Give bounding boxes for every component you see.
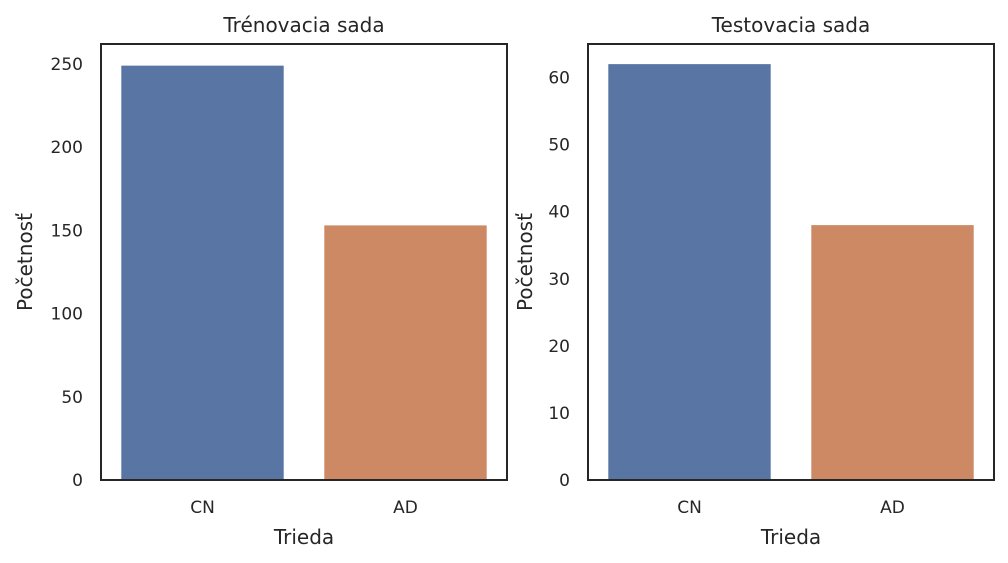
training-set-chart: Trénovacia sada Trieda Početnosť CN AD 0 5… (13, 13, 508, 549)
training-bars (121, 65, 487, 480)
test-bars (608, 64, 974, 480)
test-y-tick-label: 60 (548, 69, 570, 89)
test-x-ticks: CN AD (677, 498, 905, 518)
training-plot-frame (100, 43, 508, 481)
training-y-tick-label: 50 (61, 388, 83, 408)
training-bar-ad (324, 225, 487, 480)
test-bar-cn (608, 64, 771, 480)
training-x-tick-label: CN (190, 498, 215, 518)
training-x-ticks: CN AD (190, 498, 418, 518)
training-y-tick-label: 250 (51, 55, 83, 75)
test-y-tick-label: 50 (548, 136, 570, 156)
test-y-tick-label: 40 (548, 203, 570, 223)
training-y-tick-label: 0 (72, 471, 83, 491)
test-y-tick-label: 0 (559, 471, 570, 491)
test-y-ticks: 0 10 20 30 40 50 60 (548, 69, 570, 491)
test-chart-title: Testovacia sada (711, 13, 871, 37)
training-y-tick-label: 200 (51, 138, 83, 158)
test-y-tick-label: 10 (548, 404, 570, 424)
training-y-axis-label: Početnosť (13, 213, 37, 311)
training-chart-title: Trénovacia sada (222, 13, 384, 37)
test-x-axis-label: Trieda (760, 525, 821, 549)
training-x-axis-label: Trieda (273, 525, 334, 549)
test-y-tick-label: 30 (548, 270, 570, 290)
test-y-axis-label: Početnosť (513, 213, 537, 311)
test-x-tick-label: CN (677, 498, 702, 518)
training-y-tick-label: 100 (51, 305, 83, 325)
test-set-chart: Testovacia sada Trieda Početnosť CN AD 0 1… (513, 13, 995, 549)
training-bar-cn (121, 65, 284, 480)
test-y-tick-label: 20 (548, 337, 570, 357)
training-y-tick-label: 150 (51, 221, 83, 241)
test-plot-frame (587, 43, 995, 481)
test-x-tick-label: AD (880, 498, 905, 518)
training-x-tick-label: AD (393, 498, 418, 518)
training-y-ticks: 0 50 100 150 200 250 (51, 55, 83, 491)
test-bar-ad (811, 225, 974, 480)
